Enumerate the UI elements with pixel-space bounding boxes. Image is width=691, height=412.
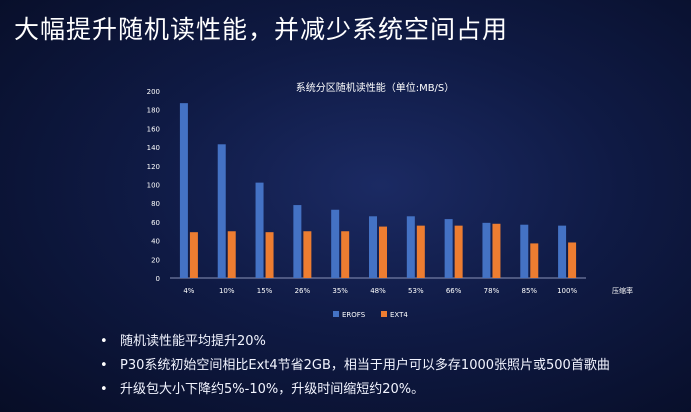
x-tick-label: 48% xyxy=(370,287,386,295)
bar-chart-svg: 系统分区随机读性能（单位:MB/S） 0 20 40 60 80 100 120 140 160… xyxy=(147,81,633,319)
bullet-dot: • xyxy=(100,382,108,397)
bar-erofs xyxy=(179,103,188,278)
legend-swatch-erofs xyxy=(333,311,339,317)
y-tick-label: 0 xyxy=(156,275,160,283)
x-tick-label: 35% xyxy=(332,287,348,295)
x-tick-label: 66% xyxy=(446,287,462,295)
chart-legend: EROFS EXT4 xyxy=(333,311,408,319)
bar-erofs xyxy=(444,219,453,278)
bullet-text: 随机读性能平均提升20% xyxy=(120,334,266,349)
x-tick-label: 26% xyxy=(295,287,311,295)
y-tick-label: 200 xyxy=(147,88,160,96)
x-tick-label: 53% xyxy=(408,287,424,295)
bar-erofs xyxy=(558,225,567,278)
bullet-dot: • xyxy=(100,358,108,373)
x-tick-label: 15% xyxy=(257,287,273,295)
bar-ext4 xyxy=(189,232,198,278)
bar-erofs xyxy=(217,144,226,278)
bullet-dot: • xyxy=(100,334,108,349)
chart-title: 系统分区随机读性能（单位:MB/S） xyxy=(296,81,455,94)
legend-swatch-ext4 xyxy=(381,311,387,317)
bullet-text: P30系统初始空间相比Ext4节省2GB，相当于用户可以多存1000张照片或50… xyxy=(120,358,610,373)
y-tick-label: 180 xyxy=(147,107,160,115)
y-tick-label: 160 xyxy=(147,125,160,133)
bullet-item: • 升级包大小下降约5%-10%，升级时间缩短约20%。 xyxy=(92,378,682,402)
y-tick-label: 100 xyxy=(147,182,160,190)
x-axis-label: 压缩率 xyxy=(612,286,633,295)
y-tick-label: 80 xyxy=(151,200,160,208)
bar-erofs xyxy=(482,222,491,278)
bars-group xyxy=(179,103,577,278)
bar-erofs xyxy=(520,224,529,278)
chart: 系统分区随机读性能（单位:MB/S） 0 20 40 60 80 100 120 140 160… xyxy=(147,81,633,319)
bar-ext4 xyxy=(379,226,387,278)
bar-ext4 xyxy=(416,225,425,278)
y-tick-label: 40 xyxy=(151,238,160,246)
y-tick-label: 60 xyxy=(151,219,160,227)
legend-label-ext4: EXT4 xyxy=(390,311,408,319)
bar-ext4 xyxy=(530,243,539,278)
bar-ext4 xyxy=(568,242,577,278)
bar-ext4 xyxy=(341,231,350,278)
y-tick-label: 120 xyxy=(147,163,160,171)
x-tick-label: 85% xyxy=(521,287,537,295)
legend-label-erofs: EROFS xyxy=(342,311,366,319)
bullet-item: • 随机读性能平均提升20% xyxy=(92,330,682,354)
x-tick-label: 100% xyxy=(557,287,577,295)
bar-ext4 xyxy=(492,223,501,278)
bar-erofs xyxy=(406,216,415,278)
y-tick-label: 140 xyxy=(147,144,160,152)
slide-title: 大幅提升随机读性能，并减少系统空间占用 xyxy=(14,15,509,44)
x-axis-ticks: 4% 10% 15% 26% 35% 48% 53% 66% 78% 85% 100% xyxy=(183,287,577,295)
bullet-list: • 随机读性能平均提升20% • P30系统初始空间相比Ext4节省2GB，相当于用… xyxy=(92,330,682,402)
bar-ext4 xyxy=(454,225,463,278)
x-tick-label: 10% xyxy=(219,287,235,295)
x-tick-label: 4% xyxy=(183,287,194,295)
y-tick-label: 20 xyxy=(151,256,160,264)
bar-erofs xyxy=(293,205,302,278)
x-tick-label: 78% xyxy=(484,287,500,295)
y-axis-ticks: 0 20 40 60 80 100 120 140 160 180 200 xyxy=(147,88,160,283)
bar-ext4 xyxy=(303,231,312,278)
bullet-text: 升级包大小下降约5%-10%，升级时间缩短约20%。 xyxy=(120,382,425,397)
bar-ext4 xyxy=(227,231,236,278)
bar-erofs xyxy=(369,216,377,278)
bullet-item: • P30系统初始空间相比Ext4节省2GB，相当于用户可以多存1000张照片或5… xyxy=(92,354,682,378)
bar-ext4 xyxy=(265,232,274,278)
bar-erofs xyxy=(331,209,340,278)
bar-erofs xyxy=(255,182,264,278)
